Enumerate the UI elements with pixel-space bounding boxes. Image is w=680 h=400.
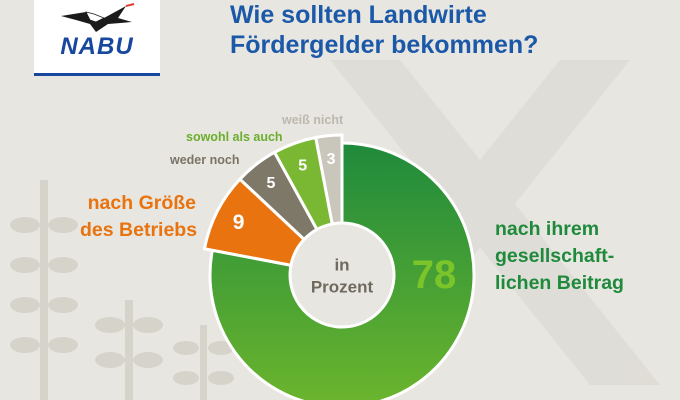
nabu-logo: NABU [34,0,160,76]
value-label-nach-gr-sse-des-betriebs: 9 [233,211,245,234]
slice-label-beitrag-line-1: nach ihrem [495,218,600,240]
center-label-line-2: Prozent [311,278,374,297]
slice-label-groesse-line-1: nach Größe [87,192,196,214]
title-line-2: Fördergelder bekommen? [230,31,539,59]
page-title: Wie sollten Landwirte Fördergelder bekom… [230,0,670,60]
center-label-line-1: in [334,256,349,275]
stork-icon [61,3,135,32]
title-line-1: Wie sollten Landwirte [230,1,487,29]
slice-label-beitrag-line-3: lichen Beitrag [495,272,624,294]
slice-label-weder-noch: weder noch [170,153,240,167]
value-label-weder-noch: 5 [266,175,275,192]
slice-label-sowohl-als-auch: sowohl als auch [186,130,283,144]
value-label-sowohl-als-auch: 5 [298,157,307,174]
slice-label-groesse-line-2: des Betriebs [80,219,198,241]
slice-weiss-nicht [314,133,344,226]
value-label-nach-ihrem-gesellschaftlichen-beitrag: 78 [412,253,457,297]
logo-text: NABU [60,33,134,60]
slice-nach-ihrem-gesellschaftlichen-beitrag [208,141,476,400]
slice-label-gesellschaftlicher-beitrag: nach ihrem gesellschaft- lichen Beitrag [495,216,624,297]
slice-label-beitrag-line-2: gesellschaft- [495,245,615,267]
slice-label-weiss-nicht: weiß nicht [282,113,344,127]
wheat-icon [10,180,234,400]
donut-center [292,225,392,325]
value-label-weiss-nicht: 3 [327,151,336,168]
slice-label-groesse-betrieb: nach Größe des Betriebs [80,190,198,244]
